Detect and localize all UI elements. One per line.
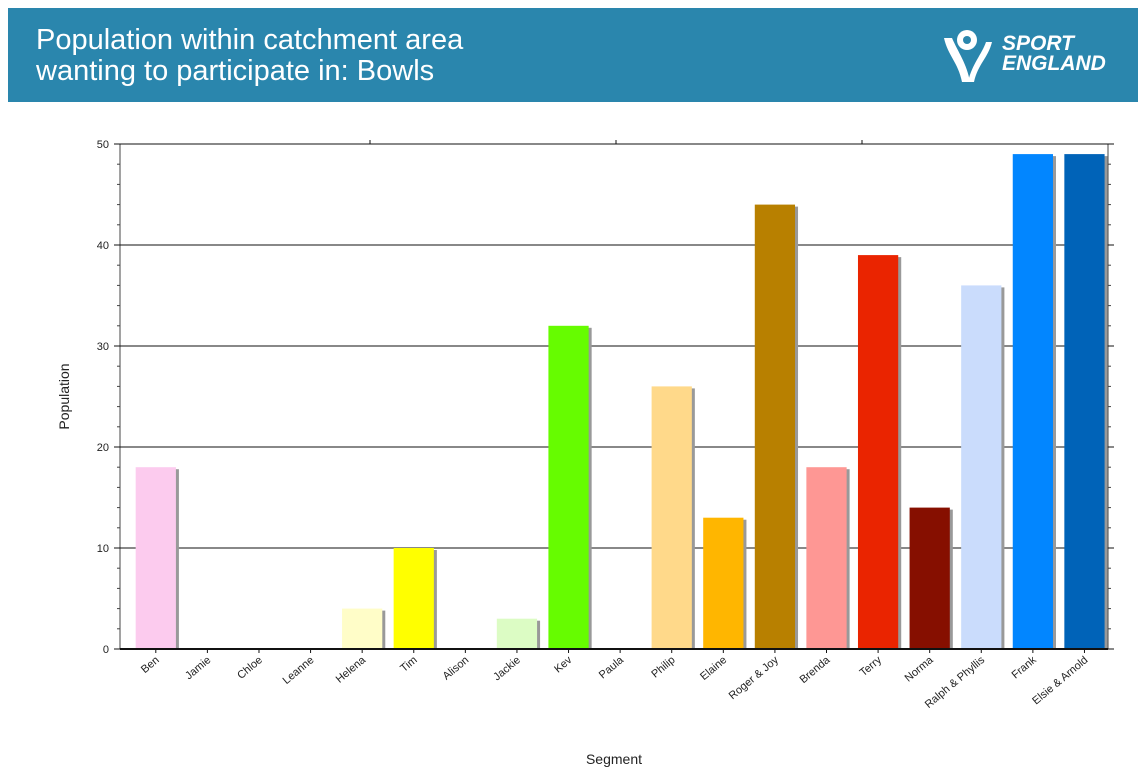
page-title: Population within catchment area wanting… — [36, 25, 463, 87]
bar — [496, 618, 538, 649]
y-tick-label: 40 — [97, 240, 109, 252]
y-tick-label: 20 — [97, 442, 109, 454]
x-tick-label: Brenda — [798, 654, 834, 687]
x-tick-label: Elaine — [698, 654, 729, 683]
bar — [857, 255, 899, 649]
bar — [342, 608, 383, 649]
bar — [909, 507, 950, 649]
bar — [651, 386, 692, 649]
logo-line-1: SPORT — [1002, 32, 1074, 55]
x-tick-label: Elsie & Arnold — [1030, 654, 1090, 707]
bar — [703, 517, 744, 649]
x-tick-label: Kev — [552, 654, 575, 676]
y-axis-title: Population — [56, 363, 72, 429]
plot-frame — [119, 143, 1109, 650]
logo-text: SPORT ENGLAND — [1002, 32, 1106, 75]
x-tick-label: Chloe — [235, 654, 265, 682]
sport-england-figure-icon — [944, 30, 992, 82]
x-tick-label: Ben — [139, 654, 162, 676]
x-axis-title: Segment — [586, 751, 642, 767]
title-line-1: Population within catchment area — [36, 24, 464, 56]
header-banner: Population within catchment area wanting… — [8, 8, 1138, 102]
x-tick-label: Alison — [441, 654, 472, 682]
x-tick-label: Jamie — [183, 654, 213, 682]
y-tick-label: 50 — [97, 139, 109, 151]
x-tick-label: Roger & Joy — [727, 654, 781, 702]
x-tick-label: Paula — [597, 654, 627, 682]
x-tick-label: Tim — [398, 654, 419, 675]
bar — [548, 325, 589, 649]
x-tick-label: Philip — [649, 654, 677, 680]
y-tick-label: 0 — [103, 644, 109, 656]
bar — [754, 204, 796, 649]
bar — [393, 548, 434, 649]
bar — [135, 467, 176, 649]
x-tick-label: Jackie — [491, 654, 523, 683]
sport-england-logo: SPORT ENGLAND — [940, 26, 1130, 86]
y-tick-label: 10 — [97, 543, 109, 555]
logo-line-2: ENGLAND — [1002, 52, 1106, 75]
bar — [1064, 154, 1105, 649]
x-tick-label: Terry — [858, 654, 885, 679]
title-line-2: wanting to participate in: Bowls — [36, 55, 435, 87]
x-tick-label: Frank — [1010, 654, 1040, 682]
x-tick-label: Norma — [903, 654, 937, 685]
bar — [961, 285, 1002, 649]
x-tick-label: Helena — [334, 654, 369, 686]
x-tick-label: Leanne — [281, 654, 317, 687]
bar — [806, 467, 847, 649]
y-tick-label: 30 — [97, 341, 109, 353]
bar — [1012, 154, 1053, 649]
